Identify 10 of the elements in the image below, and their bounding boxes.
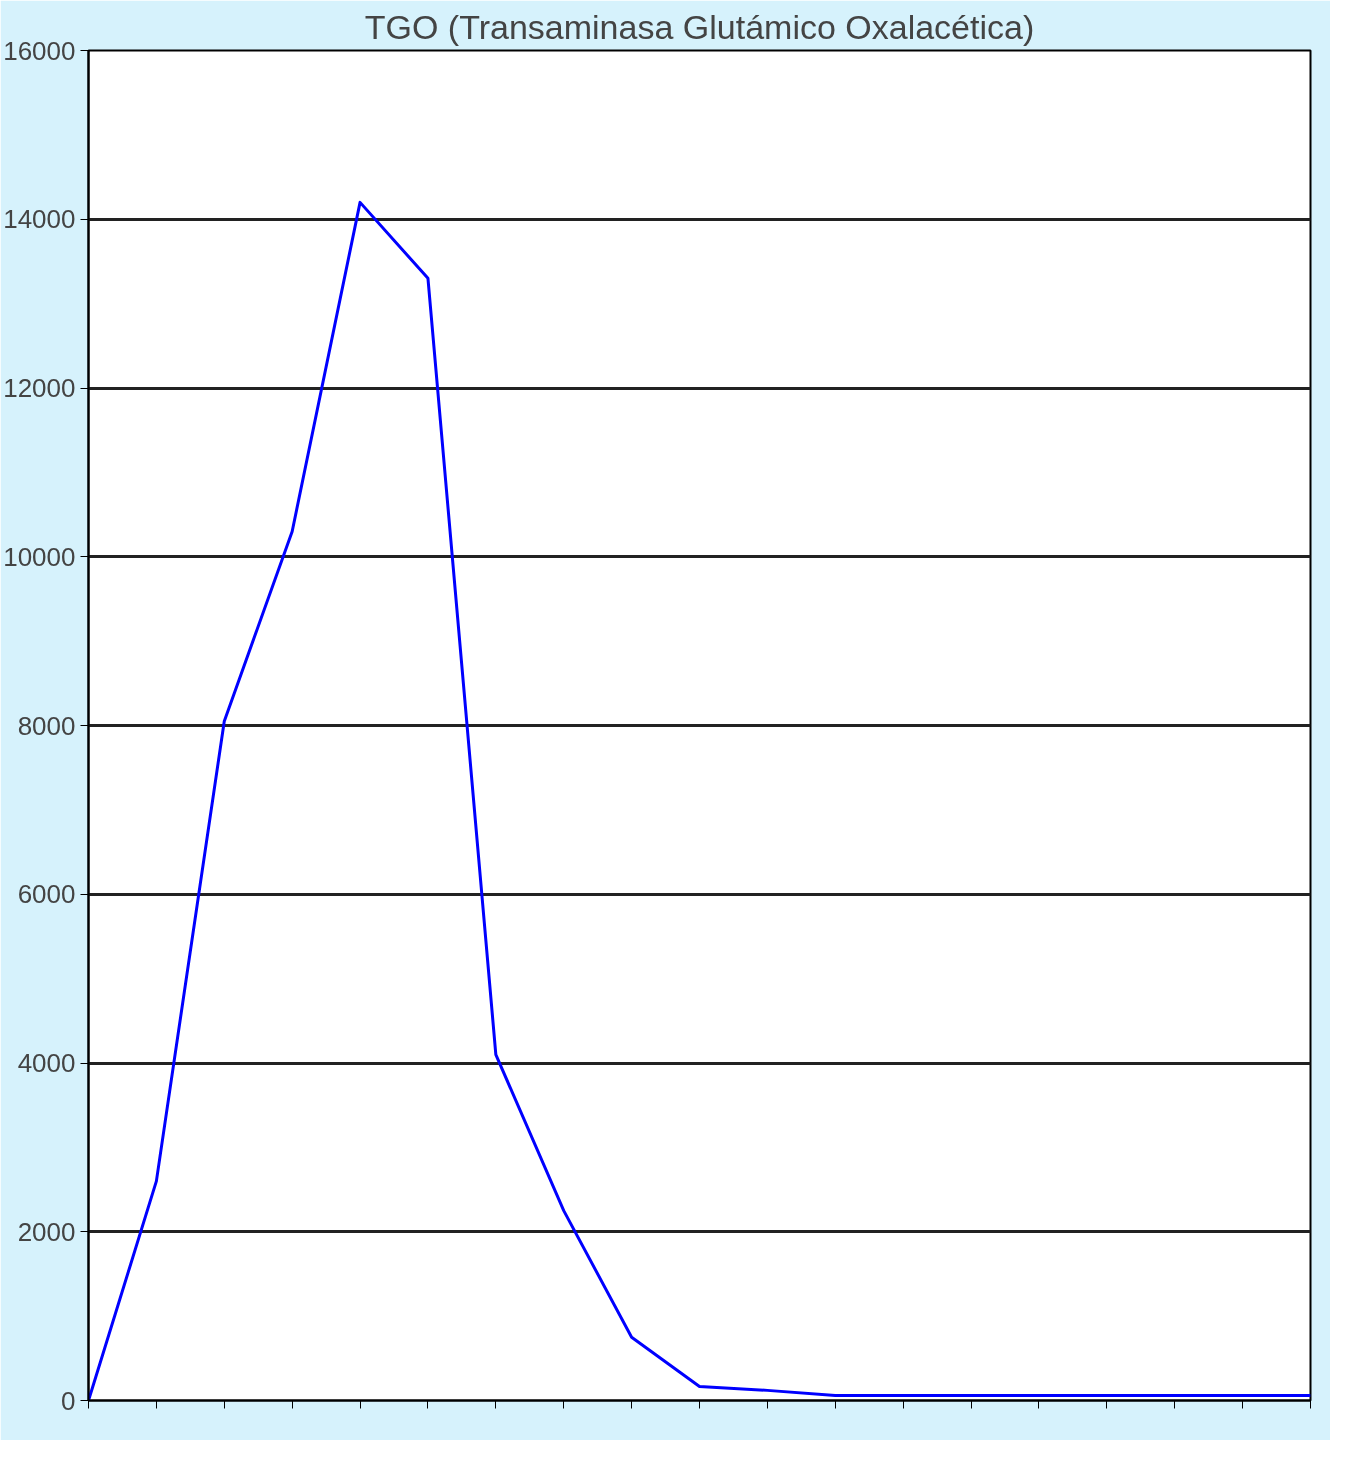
y-tick-label: 8000 — [17, 710, 76, 741]
y-tick-label: 12000 — [3, 373, 76, 403]
y-tick-label: 10000 — [3, 541, 76, 572]
y-tick-label: 16000 — [3, 35, 76, 66]
y-tick-label: 4000 — [17, 1048, 76, 1078]
y-tick-label: 14000 — [3, 204, 76, 235]
chart-title: TGO (Transaminasa Glutámico Oxalacética) — [364, 7, 1035, 46]
y-tick-label: 0 — [61, 1385, 76, 1416]
y-tick-label: 2000 — [17, 1216, 76, 1247]
y-tick-label: 6000 — [17, 879, 76, 910]
